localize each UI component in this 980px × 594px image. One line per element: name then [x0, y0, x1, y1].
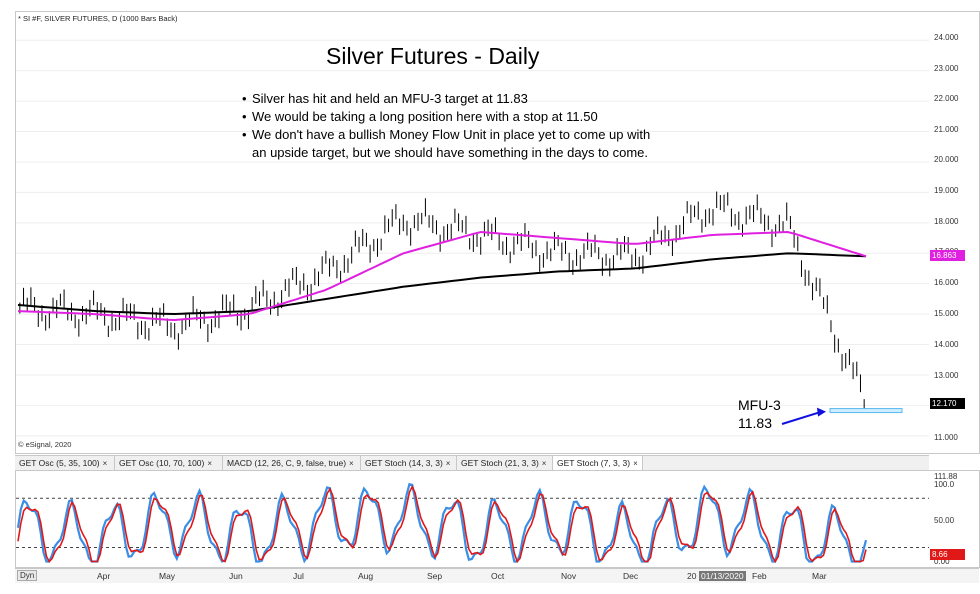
close-icon[interactable]: ×: [207, 459, 213, 468]
mfu-label: MFU-3: [738, 397, 781, 413]
price-tick-label: 22.000: [934, 94, 959, 103]
indicator-tab[interactable]: MACD (12, 26, C, 9, false, true) ×: [223, 456, 361, 470]
price-tick-label: 15.000: [934, 309, 959, 318]
crosshair-date-label: 01/13/2020: [699, 571, 746, 581]
ma-price-badge: 16.863: [930, 250, 965, 261]
commentary-item: We would be taking a long position here …: [242, 108, 662, 126]
indicator-tab[interactable]: GET Osc (10, 70, 100) ×: [115, 456, 223, 470]
close-icon[interactable]: ×: [445, 459, 451, 468]
symbol-header: * SI #F, SILVER FUTURES, D (1000 Bars Ba…: [18, 14, 178, 23]
tab-label: GET Osc (5, 35, 100): [19, 458, 100, 468]
month-label: Sep: [427, 571, 443, 581]
mfu-arrow-head: [817, 407, 826, 417]
long-moving-average-line: [17, 252, 867, 316]
mfu-value: 11.83: [738, 415, 772, 431]
price-tick-label: 24.000: [934, 33, 959, 42]
month-label: Nov: [561, 571, 577, 581]
price-tick-label: 14.000: [934, 340, 959, 349]
indicator-tab-active[interactable]: GET Stoch (7, 3, 3) ×: [553, 456, 643, 470]
price-tick-label: 23.000: [934, 64, 959, 73]
stochastic-slow-line: [17, 484, 867, 564]
month-label: May: [159, 571, 176, 581]
price-tick-label: 16.000: [934, 278, 959, 287]
osc-tick-label: 50.00: [934, 516, 955, 525]
month-label: Jul: [293, 571, 304, 581]
tab-label: MACD (12, 26, C, 9, false, true): [227, 458, 347, 468]
close-icon[interactable]: ×: [633, 459, 638, 468]
last-price-badge: 12.170: [930, 398, 965, 409]
indicator-tab[interactable]: GET Osc (5, 35, 100) ×: [15, 456, 115, 470]
indicator-tab[interactable]: GET Stoch (21, 3, 3) ×: [457, 456, 553, 470]
commentary-list: Silver has hit and held an MFU-3 target …: [242, 90, 662, 162]
month-label: Apr: [97, 571, 111, 581]
osc-tick-label: 111.88: [934, 472, 958, 481]
month-label: Dec: [623, 571, 639, 581]
osc-tick-label: 100.0: [934, 480, 955, 489]
month-label: Aug: [358, 571, 374, 581]
tab-label: GET Stoch (14, 3, 3): [365, 458, 443, 468]
commentary-item: We don't have a bullish Money Flow Unit …: [242, 126, 662, 162]
chart-title: Silver Futures - Daily: [326, 43, 540, 69]
month-label: Feb: [752, 571, 767, 581]
copyright-label: © eSignal, 2020: [18, 440, 72, 449]
short-moving-average-line: [17, 230, 867, 322]
price-tick-label: 20.000: [934, 155, 959, 164]
mfu-target-band: [829, 408, 903, 414]
price-axis[interactable]: [929, 11, 980, 454]
indicator-tab-bar: GET Osc (5, 35, 100) × GET Osc (10, 70, 1…: [15, 455, 929, 471]
mfu-arrow-line: [781, 410, 823, 425]
month-label: Mar: [812, 571, 827, 581]
price-tick-label: 18.000: [934, 217, 959, 226]
tab-label: GET Stoch (21, 3, 3): [461, 458, 539, 468]
price-tick-label: 13.000: [934, 371, 959, 380]
month-label: 20: [687, 571, 697, 581]
mfu-annotation: MFU-3 11.83: [738, 396, 781, 432]
close-icon[interactable]: ×: [349, 459, 354, 468]
commentary-item: Silver has hit and held an MFU-3 target …: [242, 90, 662, 108]
osc-last-badge: 8.66: [930, 549, 965, 560]
tab-label: GET Stoch (7, 3, 3): [557, 458, 631, 468]
month-label: Oct: [491, 571, 505, 581]
osc-tick-label: 0.00: [934, 557, 950, 566]
time-axis[interactable]: Dyn Apr May Jun Jul Aug Sep Oct Nov Dec …: [15, 568, 979, 583]
price-tick-label: 21.000: [934, 125, 959, 134]
close-icon[interactable]: ×: [541, 459, 547, 468]
dynamic-scale-button[interactable]: Dyn: [17, 570, 38, 581]
close-icon[interactable]: ×: [102, 459, 108, 468]
stochastic-fast-line: [16, 482, 868, 564]
price-tick-label: 19.000: [934, 186, 959, 195]
month-label: Jun: [229, 571, 243, 581]
indicator-tab[interactable]: GET Stoch (14, 3, 3) ×: [361, 456, 457, 470]
tab-label: GET Osc (10, 70, 100): [119, 458, 205, 468]
price-tick-label: 11.000: [934, 433, 958, 442]
